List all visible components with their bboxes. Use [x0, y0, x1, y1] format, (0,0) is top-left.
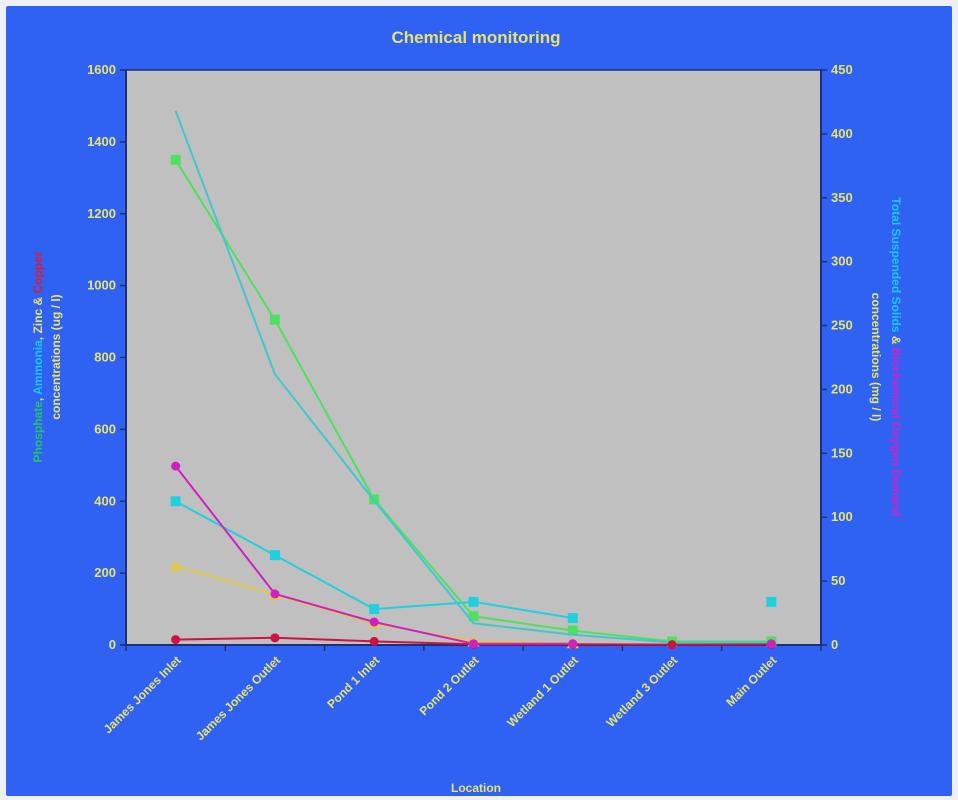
series-1-point: [269, 314, 280, 325]
left-tick-label: 600: [94, 421, 116, 436]
series-6-point: [171, 461, 181, 471]
series-3: [170, 496, 777, 624]
series-6-point: [766, 639, 776, 649]
series-6-point: [369, 617, 379, 627]
left-tick-label: 1600: [87, 62, 116, 77]
chart-title: Chemical monitoring: [391, 28, 560, 47]
series-3-point: [567, 613, 578, 624]
left-tick-label: 800: [94, 350, 116, 365]
series-3-point: [766, 596, 777, 607]
left-tick-label: 200: [94, 565, 116, 580]
right-tick-label: 300: [831, 254, 853, 269]
series-5-point: [171, 635, 181, 645]
right-y-axis-label: Total Suspended Solids & Biochemical Oxy…: [889, 197, 903, 516]
axis-label-part: Biochemical Oxygen Demand: [889, 348, 903, 517]
right-tick-label: 450: [831, 62, 853, 77]
x-axis-label: Location: [451, 781, 501, 795]
left-y-axis-label: Phosphate, Ammonia, Zinc & Copper: [31, 251, 45, 462]
left-tick-label: 1200: [87, 206, 116, 221]
series-6-point: [568, 639, 578, 649]
series-5-point: [270, 633, 280, 643]
plot-area: [125, 69, 822, 646]
series-5-point: [369, 636, 379, 646]
left-y-axis: 0 200 400 600 800 1000 1200 1400 1600: [87, 62, 127, 652]
series-layer: [169, 110, 777, 650]
series-6-point: [469, 639, 478, 649]
right-tick-label: 50: [831, 573, 845, 588]
axis-label-part: ,: [31, 395, 45, 401]
axis-label-part: Total Suspended Solids: [889, 197, 903, 332]
left-y-axis-label-units: concentrations (ug / l): [49, 294, 63, 419]
right-tick-label: 250: [831, 318, 853, 333]
series-1-point: [567, 625, 578, 636]
right-tick-label: 0: [831, 637, 838, 652]
series-6: [171, 461, 776, 649]
series-3-point: [269, 550, 280, 561]
axis-label-part: Copper: [31, 251, 45, 293]
series-3-point: [170, 496, 181, 507]
axis-label-part: , Zinc &: [31, 294, 45, 341]
right-tick-label: 200: [831, 381, 853, 396]
series-3-point: [468, 596, 479, 607]
axis-label-part: Phosphate: [31, 401, 45, 463]
axis-label-part: Ammonia: [31, 340, 45, 395]
left-tick-label: 400: [94, 493, 116, 508]
left-tick-label: 1000: [87, 278, 116, 293]
right-tick-label: 400: [831, 126, 853, 141]
series-1-point: [170, 154, 181, 165]
series-1-point: [468, 611, 479, 622]
series-5-point: [667, 640, 677, 650]
left-tick-label: 0: [109, 637, 116, 652]
axis-label-part: &: [889, 333, 903, 348]
right-y-axis-label-units: concentrations (mg / l): [869, 293, 883, 422]
right-tick-label: 100: [831, 509, 853, 524]
right-tick-label: 350: [831, 190, 853, 205]
right-y-axis: 0 50 100 150 200 250 300 350 400 450: [820, 62, 853, 652]
series-4-point: [169, 559, 182, 571]
right-tick-label: 150: [831, 445, 853, 460]
left-tick-label: 1400: [87, 134, 116, 149]
series-3-point: [369, 604, 380, 615]
series-6-point: [270, 589, 280, 599]
